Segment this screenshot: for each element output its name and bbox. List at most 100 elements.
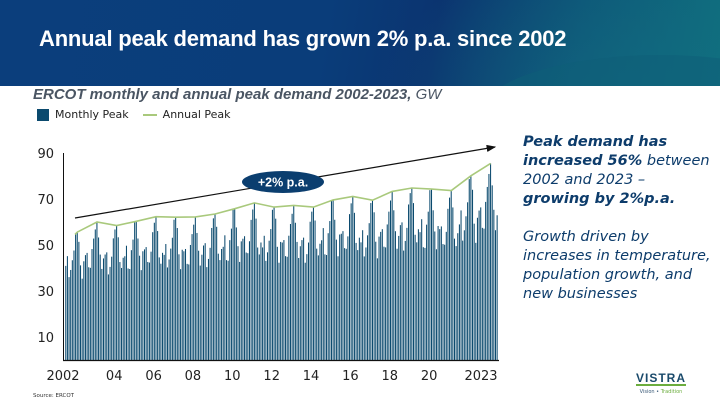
monthly-peak-bar bbox=[219, 260, 221, 360]
monthly-peak-bar bbox=[339, 234, 341, 360]
monthly-peak-bar bbox=[124, 256, 126, 360]
monthly-peak-bar bbox=[424, 247, 426, 360]
monthly-peak-bar bbox=[193, 224, 195, 360]
monthly-peak-bar bbox=[157, 231, 159, 360]
monthly-peak-bar bbox=[357, 250, 359, 360]
monthly-peak-bar bbox=[390, 200, 392, 360]
monthly-peak-bar bbox=[178, 254, 180, 360]
monthly-peak-bar bbox=[98, 237, 100, 360]
monthly-peak-bar bbox=[440, 226, 442, 360]
monthly-peak-bar bbox=[140, 270, 142, 360]
monthly-peak-bar bbox=[155, 216, 157, 360]
monthly-peak-bar bbox=[147, 261, 149, 360]
monthly-peak-bar bbox=[368, 223, 370, 360]
monthly-peak-bar bbox=[416, 242, 418, 360]
monthly-peak-bar bbox=[434, 231, 436, 360]
monthly-peak-bar bbox=[71, 260, 73, 360]
monthly-peak-bar bbox=[217, 253, 219, 360]
x-tick-label: 08 bbox=[185, 369, 202, 384]
monthly-peak-bar bbox=[240, 241, 242, 360]
title-banner: Annual peak demand has grown 2% p.a. sin… bbox=[0, 0, 720, 86]
monthly-peak-bar bbox=[201, 254, 203, 360]
monthly-peak-bar bbox=[306, 254, 308, 360]
monthly-peak-bar bbox=[93, 238, 95, 360]
monthly-peak-bar bbox=[481, 227, 483, 360]
x-axis: 2002 04 06 08 10 12 14 16 18 20 2023 bbox=[46, 359, 499, 384]
monthly-peak-bar bbox=[265, 260, 267, 360]
monthly-peak-bar bbox=[380, 231, 382, 360]
monthly-peak-bar bbox=[198, 250, 200, 360]
monthly-peak-bar bbox=[444, 244, 446, 360]
monthly-peak-bar bbox=[230, 228, 232, 360]
source-note: Source: ERCOT bbox=[33, 393, 75, 399]
monthly-peak-bar bbox=[347, 236, 349, 360]
monthly-peak-bar bbox=[129, 269, 131, 360]
monthly-peak-bar bbox=[119, 262, 121, 360]
x-tick-label: 06 bbox=[145, 369, 162, 384]
x-tick-label: 14 bbox=[303, 369, 320, 384]
monthly-peak-bar bbox=[158, 257, 160, 360]
monthly-peak-bar bbox=[324, 254, 326, 360]
monthly-peak-bar bbox=[363, 256, 365, 360]
monthly-peak-bar bbox=[496, 215, 498, 360]
monthly-peak-bar bbox=[468, 179, 470, 360]
monthly-peak-bar bbox=[206, 267, 208, 360]
monthly-peak-bar bbox=[276, 246, 278, 360]
monthly-peak-bar bbox=[480, 207, 482, 360]
growth-badge: +2% p.a. bbox=[242, 171, 324, 193]
monthly-peak-bar bbox=[273, 207, 275, 360]
monthly-peak-bar bbox=[296, 241, 298, 360]
monthly-peak-bar bbox=[91, 249, 93, 360]
monthly-peak-bar bbox=[101, 268, 103, 360]
x-tick-label: 16 bbox=[342, 369, 359, 384]
monthly-peak-bar bbox=[170, 248, 172, 360]
monthly-peak-bar bbox=[458, 224, 460, 360]
monthly-peak-bar bbox=[386, 224, 388, 360]
legend-swatch-monthly bbox=[37, 108, 49, 121]
logo-wordmark: VISTRA bbox=[636, 371, 687, 386]
monthly-peak-bar bbox=[212, 218, 214, 360]
monthly-peak-bar bbox=[263, 235, 265, 360]
x-tick-label: 2023 bbox=[464, 369, 497, 384]
monthly-peak-bar bbox=[322, 228, 324, 360]
monthly-peak-bar bbox=[417, 229, 419, 360]
monthly-peak-bar bbox=[388, 211, 390, 360]
monthly-peak-bar bbox=[394, 231, 396, 360]
monthly-peak-bar bbox=[145, 247, 147, 360]
monthly-peak-bar bbox=[299, 246, 301, 360]
monthly-peak-bar bbox=[345, 248, 347, 360]
monthly-peak-bar bbox=[203, 245, 205, 360]
monthly-peak-bar bbox=[316, 248, 318, 360]
monthly-peak-bar bbox=[362, 230, 364, 360]
monthly-peak-bar bbox=[445, 231, 447, 360]
monthly-peak-bar bbox=[75, 234, 77, 360]
y-tick-label: 90 bbox=[37, 147, 54, 162]
monthly-peak-bar bbox=[486, 186, 488, 360]
monthly-peak-bar bbox=[88, 267, 90, 360]
monthly-peak-bar bbox=[102, 258, 105, 360]
monthly-peak-bar bbox=[421, 219, 423, 360]
monthly-peak-bar bbox=[81, 278, 83, 360]
monthly-peak-bar bbox=[86, 252, 88, 360]
monthly-peak-bar bbox=[137, 238, 139, 360]
monthly-peak-bar bbox=[398, 235, 400, 360]
monthly-peak-bar bbox=[83, 261, 85, 360]
chart-title-text: ERCOT monthly and annual peak demand 200… bbox=[33, 86, 412, 103]
monthly-peak-bar bbox=[168, 259, 170, 360]
monthly-peak-bar bbox=[222, 246, 224, 360]
monthly-peak-bar bbox=[232, 209, 234, 360]
monthly-peak-bar bbox=[457, 233, 459, 360]
monthly-peak-bar bbox=[294, 222, 296, 360]
monthly-peak-bar bbox=[286, 256, 288, 360]
monthly-peak-bar bbox=[422, 247, 424, 360]
monthly-peak-bar bbox=[248, 241, 250, 360]
monthly-peak-bar bbox=[437, 226, 439, 360]
monthly-peak-bar bbox=[314, 220, 316, 360]
monthly-peak-bar bbox=[327, 233, 329, 360]
monthly-peak-bar bbox=[304, 262, 306, 360]
monthly-peak-bar bbox=[225, 260, 228, 360]
monthly-peak-bar bbox=[350, 203, 352, 360]
y-tick-label: 10 bbox=[37, 331, 54, 346]
monthly-peak-bar bbox=[411, 187, 413, 360]
monthly-peak-bar bbox=[370, 203, 372, 360]
